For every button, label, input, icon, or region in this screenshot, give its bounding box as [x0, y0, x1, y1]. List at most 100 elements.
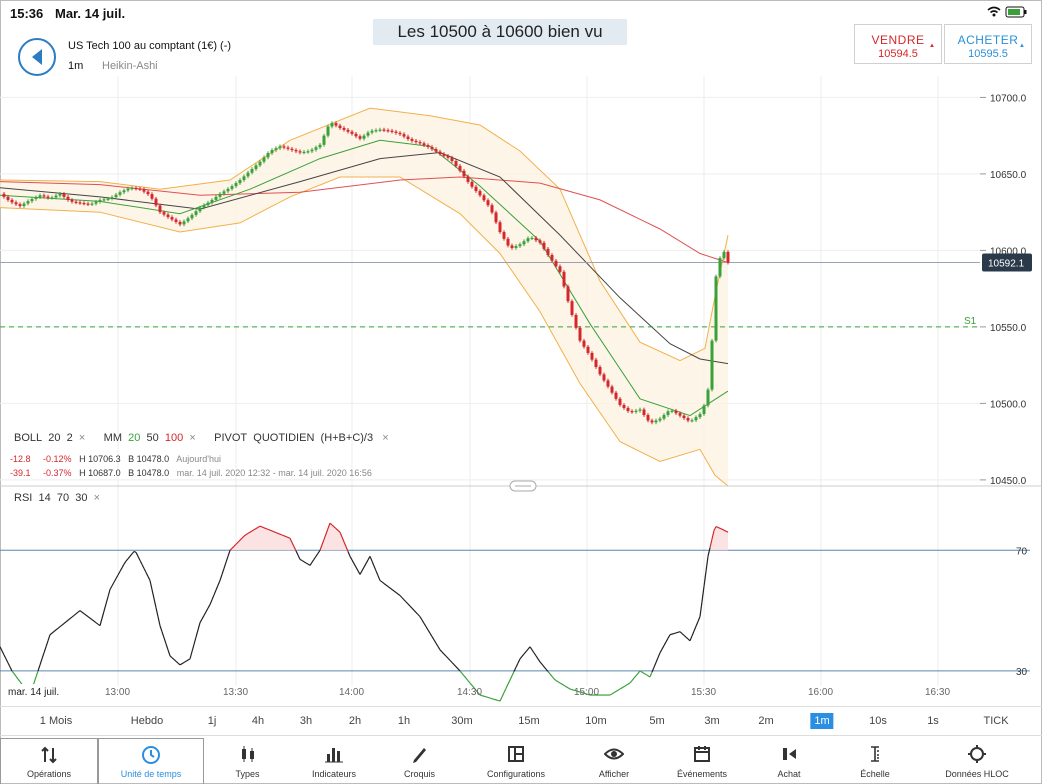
rsi-line-segment: [331, 524, 335, 528]
mm-label[interactable]: MM: [103, 432, 122, 444]
rsi-tick-label: 30: [1016, 667, 1028, 678]
buy-button[interactable]: ACHETER 10595.5 ▲: [944, 24, 1032, 64]
rsi-line-segment: [445, 655, 449, 659]
price-chart[interactable]: S1 10700.0 10650.0 10600.0 10550.0 10500.0 104…: [0, 76, 1042, 706]
boll-label[interactable]: BOLL: [14, 432, 43, 444]
rsi-line-segment: [213, 589, 217, 596]
rsi-line-segment: [337, 529, 341, 533]
rsi-line-segment: [101, 611, 105, 619]
current-price-label: 10592.1: [988, 258, 1025, 269]
candle-body: [598, 366, 602, 375]
candle-body: [422, 143, 426, 146]
toolbar-pencil-button[interactable]: Croquis: [377, 738, 462, 784]
rsi-line-segment: [473, 687, 477, 691]
timeframe-30m[interactable]: 30m: [451, 715, 473, 727]
timeframe-tick[interactable]: TICK: [983, 715, 1009, 727]
pivot-label[interactable]: PIVOT: [214, 432, 248, 444]
mm-close-icon[interactable]: ×: [189, 432, 196, 444]
toolbar-clock-button[interactable]: Unité de temps: [98, 738, 204, 784]
rsi-line-segment: [435, 642, 439, 647]
timeframe-15m[interactable]: 15m: [518, 715, 540, 727]
instrument-name[interactable]: US Tech 100 au comptant (1€) (-): [68, 40, 232, 52]
candle-body: [382, 129, 386, 131]
boll-close-icon[interactable]: ×: [78, 432, 86, 444]
rsi-line-segment: [199, 618, 203, 623]
timeframe-1j[interactable]: 1j: [207, 715, 217, 727]
rsi-line-segment: [343, 541, 347, 547]
rsi-line-segment: [351, 559, 355, 564]
rsi-line-segment: [225, 556, 229, 563]
sell-arrow-icon: ▲: [929, 43, 935, 49]
toolbar-operations-button[interactable]: Opérations: [0, 738, 98, 784]
candle-body: [46, 196, 50, 198]
candle-body: [270, 150, 274, 154]
timeframe-10s[interactable]: 10s: [869, 715, 887, 727]
toolbar-layout-button[interactable]: Configurations: [462, 738, 570, 784]
candle-body: [66, 196, 70, 200]
toolbar-bars-button[interactable]: Indicateurs: [291, 738, 377, 784]
timeframe-1s[interactable]: 1s: [927, 715, 939, 727]
toolbar-eye-button[interactable]: Afficher: [570, 738, 658, 784]
candle-body: [230, 186, 234, 189]
toolbar-buy-button[interactable]: Achat: [746, 738, 832, 784]
timeframe-5m[interactable]: 5m: [649, 715, 665, 727]
timeframe-label: 1m: [68, 60, 84, 72]
rsi-line-segment: [405, 601, 409, 605]
candle-body: [690, 420, 694, 422]
toolbar-label: Unité de temps: [120, 769, 182, 779]
toolbar-scale-button[interactable]: Échelle: [832, 738, 918, 784]
timeframe-10m[interactable]: 10m: [585, 715, 607, 727]
time-tick-label: 14:00: [339, 687, 364, 698]
back-button[interactable]: [18, 38, 56, 76]
rsi-line-segment: [567, 687, 571, 690]
rsi-line-segment: [451, 662, 455, 665]
timeframe-hebdo[interactable]: Hebdo: [130, 715, 164, 727]
rsi-label[interactable]: RSI: [14, 492, 33, 504]
bottom-toolbar: Opérations Unité de temps Types Indicateurs…: [0, 738, 1042, 784]
rsi-line-segment: [297, 554, 301, 560]
toolbar-candles-button[interactable]: Types: [204, 738, 291, 784]
rsi-line-segment: [565, 686, 569, 689]
rsi-line-segment: [123, 560, 127, 565]
rsi-line-segment: [353, 563, 357, 568]
rsi-line-segment: [447, 657, 451, 661]
rsi-line-segment: [579, 691, 583, 694]
timeframe-4h[interactable]: 4h: [251, 715, 265, 727]
rsi-line-segment: [703, 571, 707, 587]
candle-body: [310, 149, 314, 152]
timeframe-2m[interactable]: 2m: [758, 715, 774, 727]
rsi-line-segment: [275, 532, 279, 534]
timeframe-3h[interactable]: 3h: [299, 715, 313, 727]
candle-body: [334, 123, 338, 126]
low-1: B 10478.0: [128, 454, 170, 464]
mm-20: 20: [128, 432, 141, 444]
rsi-line-segment: [71, 614, 75, 618]
candle-body: [630, 411, 634, 413]
sell-button[interactable]: VENDRE 10594.5 ▲: [854, 24, 942, 64]
candle-body: [398, 132, 402, 135]
candle-body: [78, 202, 82, 204]
candle-body: [614, 392, 618, 399]
candle-body: [714, 276, 718, 341]
rsi-line-segment: [233, 543, 237, 547]
toolbar-crosshair-button[interactable]: Données HLOC: [918, 738, 1036, 784]
timeframe-1-mois[interactable]: 1 Mois: [39, 715, 73, 727]
toolbar-calendar-button[interactable]: Événements: [658, 738, 746, 784]
rsi-line-segment: [569, 688, 573, 691]
rsi-line-segment: [673, 632, 677, 635]
change-2: -39.1: [10, 468, 31, 478]
timeframe-3m[interactable]: 3m: [704, 715, 720, 727]
candle-body: [718, 258, 722, 277]
rsi-close-icon[interactable]: ×: [93, 492, 101, 504]
candle-body: [546, 248, 550, 255]
pivot-close-icon[interactable]: ×: [382, 432, 389, 444]
candle-body: [666, 411, 670, 416]
candle-body: [542, 242, 546, 249]
timeframe-2h[interactable]: 2h: [348, 715, 362, 727]
rsi-line-segment: [263, 527, 267, 530]
rsi-line-segment: [495, 699, 499, 702]
timeframe-1m[interactable]: 1m: [810, 713, 834, 729]
candle-body: [534, 237, 538, 241]
timeframe-1h[interactable]: 1h: [397, 715, 411, 727]
rsi-line-segment: [399, 595, 403, 599]
